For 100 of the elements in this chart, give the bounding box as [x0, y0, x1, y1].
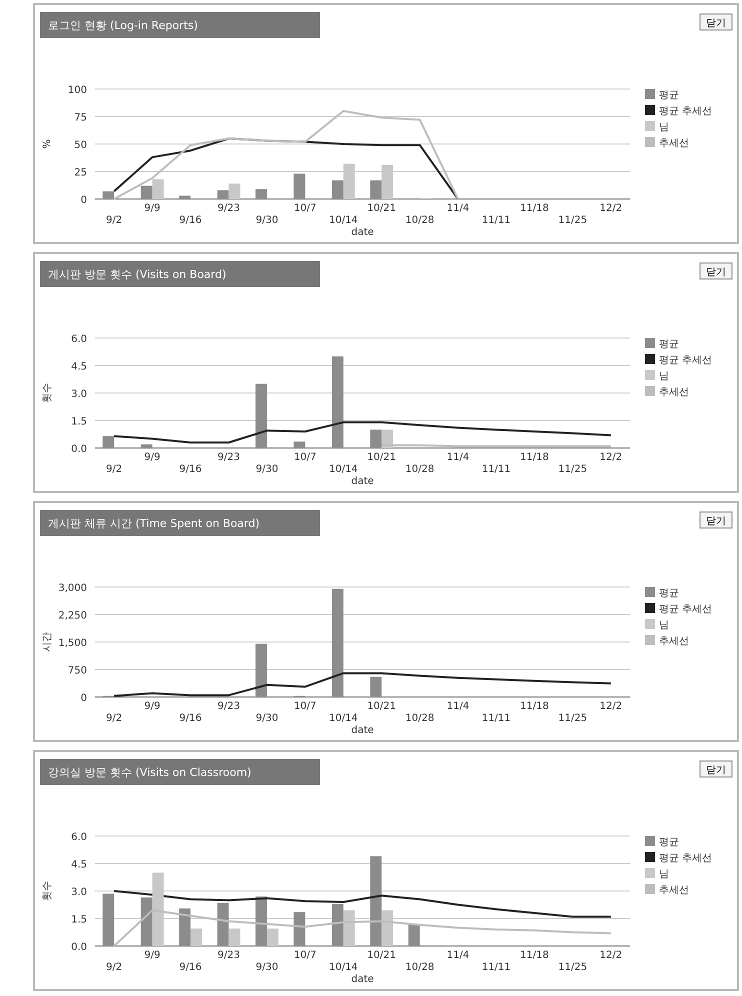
text: 닫기 [706, 267, 726, 278]
chart-title: 게시판 방문 횟수 (Visits on Board) [48, 268, 226, 281]
bar [179, 908, 191, 946]
chart-title: 강의실 방문 횟수 (Visits on Classroom) [48, 766, 252, 779]
y-tick-label: 6.0 [71, 832, 87, 843]
x-tick-label: 9/30 [256, 215, 278, 226]
legend-label: 님 [659, 122, 669, 133]
bar [217, 190, 229, 199]
x-tick-label: 10/14 [328, 713, 358, 724]
chart-title: 로그인 현황 (Log-in Reports) [48, 19, 198, 32]
bar [266, 928, 278, 946]
legend-label: 추세선 [659, 885, 689, 896]
y-tick-label: 0 [80, 195, 87, 206]
x-tick-label: 11/18 [520, 950, 549, 961]
y-tick-label: 6.0 [71, 334, 87, 345]
x-tick-label: 10/28 [405, 464, 434, 475]
bar [370, 180, 382, 199]
x-tick-label: 11/18 [520, 203, 549, 214]
x-tick-label: 9/30 [256, 713, 278, 724]
text: 닫기 [706, 18, 726, 29]
x-tick-label: 12/2 [600, 950, 622, 961]
x-tick-label: 11/11 [482, 215, 511, 226]
y-tick-label: 50 [74, 140, 87, 151]
x-tick-label: 12/2 [600, 452, 622, 463]
bar [256, 189, 267, 199]
bar [228, 928, 240, 946]
y-tick-label: 750 [68, 666, 87, 676]
x-tick-label: 9/23 [218, 203, 240, 214]
x-tick-label: 11/11 [482, 962, 511, 973]
bar [332, 356, 344, 448]
y-tick-label: 2,250 [58, 610, 87, 622]
bar [228, 184, 240, 199]
x-tick-label: 10/7 [294, 950, 316, 961]
legend-label: 평균 추세선 [659, 604, 712, 615]
y-tick-label: 100 [68, 85, 87, 96]
x-tick-label: 10/7 [294, 701, 316, 712]
legend-label: 추세선 [659, 387, 689, 398]
legend-label: 평균 [659, 339, 679, 350]
y-tick-label: 3.0 [71, 389, 87, 400]
y-axis-title: % [42, 139, 53, 149]
x-tick-label: 9/16 [179, 962, 202, 973]
y-tick-label: 75 [74, 112, 87, 124]
x-tick-label: 11/4 [446, 203, 470, 214]
x-tick-label: 10/14 [328, 215, 358, 226]
x-tick-label: 10/21 [367, 203, 396, 214]
bar [140, 897, 152, 946]
bar [256, 384, 267, 448]
x-tick-label: 9/2 [106, 962, 122, 973]
x-tick-label: 10/21 [367, 950, 396, 961]
bar [294, 174, 306, 199]
text: 닫기 [706, 516, 726, 527]
x-tick-label: 11/4 [446, 950, 470, 961]
y-tick-label: 0.0 [71, 942, 87, 953]
legend-label: 추세선 [659, 636, 689, 647]
legend-label: 평균 추세선 [659, 106, 712, 117]
bar [294, 912, 306, 946]
x-tick-label: 9/9 [144, 950, 160, 961]
x-tick-label: 9/2 [106, 713, 122, 724]
legend-label: 평균 [659, 588, 679, 599]
bar [370, 676, 382, 697]
line-series [113, 421, 612, 444]
legend-label: 평균 추세선 [659, 355, 712, 366]
line-series [113, 672, 612, 697]
bar [217, 902, 229, 946]
x-tick-label: 9/9 [144, 203, 160, 214]
legend-label: 평균 [659, 90, 679, 101]
x-tick-label: 9/30 [256, 962, 278, 973]
x-axis-title: date [351, 974, 374, 985]
y-tick-label: 1.5 [71, 416, 87, 428]
x-tick-label: 9/23 [218, 701, 240, 712]
x-tick-label: 11/25 [558, 713, 588, 724]
y-tick-label: 0.0 [71, 444, 87, 455]
x-tick-label: 11/25 [558, 962, 588, 973]
bar [256, 896, 267, 946]
y-tick-label: 1,500 [58, 638, 87, 649]
x-tick-label: 11/25 [558, 464, 588, 475]
x-axis-title: date [351, 227, 374, 238]
y-tick-label: 3,000 [58, 583, 87, 594]
x-tick-label: 11/4 [446, 452, 470, 463]
line-series [113, 890, 612, 918]
y-tick-label: 3.0 [71, 887, 87, 898]
y-axis-title: 횟수 [42, 881, 53, 901]
x-tick-label: 11/18 [520, 701, 549, 712]
x-tick-label: 12/2 [600, 701, 622, 712]
x-tick-label: 9/2 [106, 464, 122, 475]
x-tick-label: 10/21 [367, 452, 396, 463]
bar [294, 442, 306, 448]
bar [102, 894, 114, 946]
x-axis-title: date [351, 476, 374, 487]
bar [140, 444, 152, 448]
x-tick-label: 10/28 [405, 962, 434, 973]
bar [102, 191, 114, 199]
y-tick-label: 4.5 [71, 362, 87, 372]
legend-label: 님 [659, 371, 669, 382]
x-tick-label: 12/2 [600, 203, 622, 214]
bar [332, 904, 344, 946]
x-tick-label: 11/11 [482, 713, 511, 724]
y-tick-label: 25 [74, 168, 87, 178]
x-tick-label: 10/7 [294, 452, 316, 463]
y-tick-label: 0 [80, 693, 87, 704]
